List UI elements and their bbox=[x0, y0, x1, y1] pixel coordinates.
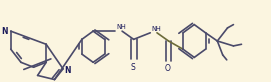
Text: S: S bbox=[130, 63, 135, 72]
Text: NH: NH bbox=[151, 26, 161, 32]
Text: O: O bbox=[165, 64, 171, 73]
Text: N: N bbox=[1, 27, 8, 36]
Text: N: N bbox=[64, 66, 71, 75]
Text: NH: NH bbox=[116, 24, 126, 30]
